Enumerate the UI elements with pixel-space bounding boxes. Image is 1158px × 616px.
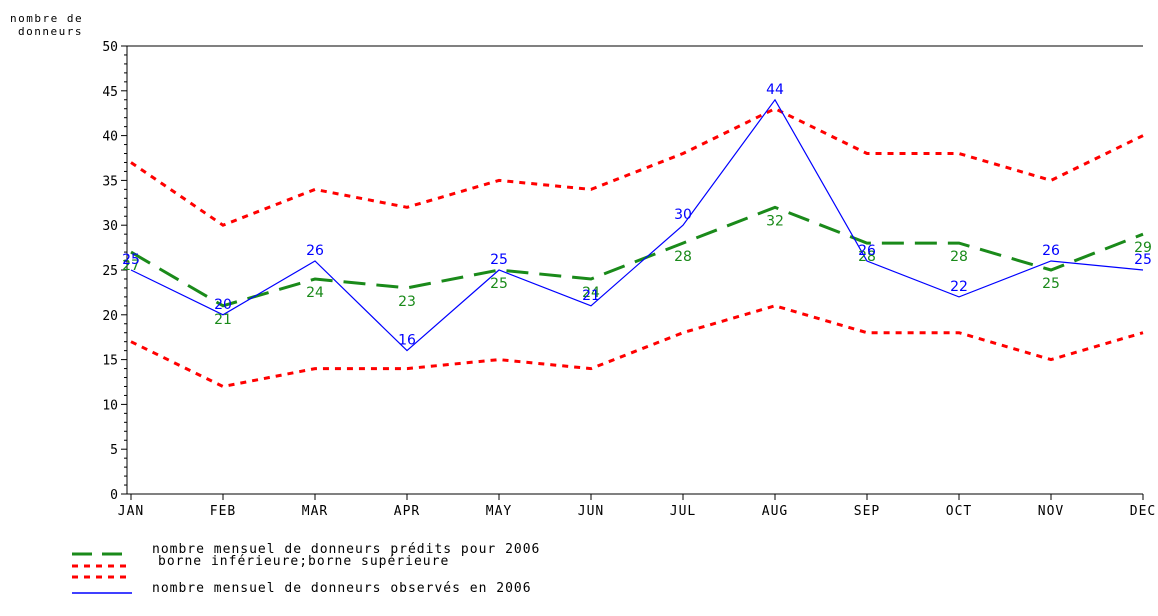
- data-label-series-0: 28: [950, 249, 968, 265]
- y-tick-label: 0: [110, 488, 118, 503]
- data-label-series-0: 25: [490, 276, 508, 292]
- data-label-series-3: 20: [214, 297, 232, 313]
- data-label-series-0: 25: [1042, 276, 1060, 292]
- legend-label-observed: nombre mensuel de donneurs observés en 2…: [152, 581, 532, 596]
- legend-swatch-observed: [72, 592, 132, 594]
- y-tick-label: 5: [110, 443, 118, 458]
- legend-label-predicted: nombre mensuel de donneurs prédits pour …: [152, 542, 541, 557]
- x-tick-label-mar: MAR: [302, 504, 328, 519]
- series-line-2: [130, 107, 1144, 227]
- series-line-1: [130, 304, 1144, 389]
- x-tick-label-nov: NOV: [1038, 504, 1064, 519]
- x-tick-label-oct: OCT: [946, 504, 972, 519]
- data-label-series-3: 22: [950, 279, 968, 295]
- data-label-series-0: 24: [582, 285, 600, 301]
- data-label-series-3: 26: [858, 243, 876, 259]
- data-label-series-3: 25: [1134, 252, 1152, 268]
- x-tick-label-feb: FEB: [210, 504, 236, 519]
- data-label-series-3: 25: [490, 252, 508, 268]
- x-tick-label-dec: DEC: [1130, 504, 1156, 519]
- x-tick-label-jun: JUN: [578, 504, 604, 519]
- series-layer: [130, 98, 1144, 389]
- data-label-series-0: 28: [858, 249, 876, 265]
- data-label-series-0: 21: [214, 312, 232, 328]
- data-label-series-3: 30: [674, 207, 692, 223]
- series-line-3: [130, 98, 1144, 352]
- x-tick-label-sep: SEP: [854, 504, 880, 519]
- legend: nombre mensuel de donneurs prédits pour …: [70, 542, 690, 608]
- y-tick-label: 35: [102, 174, 118, 189]
- data-label-series-3: 26: [1042, 243, 1060, 259]
- x-tick-label-jan: JAN: [118, 504, 144, 519]
- y-tick-label: 10: [102, 398, 118, 413]
- y-tick-label: 30: [102, 219, 118, 234]
- data-label-series-3: 44: [766, 82, 784, 98]
- data-label-series-0: 32: [766, 213, 784, 229]
- y-tick-label: 50: [102, 40, 118, 55]
- data-label-series-0: 23: [398, 294, 416, 310]
- data-label-series-3: 21: [582, 288, 600, 304]
- y-tick-label: 25: [102, 264, 118, 279]
- legend-label-bounds: borne inférieure;borne supérieure: [158, 554, 450, 569]
- y-axis-title-line1: nombre de: [10, 12, 83, 25]
- y-tick-label: 15: [102, 354, 118, 369]
- data-label-series-3: 26: [306, 243, 324, 259]
- data-label-series-0: 24: [306, 285, 324, 301]
- y-tick-label: 40: [102, 130, 118, 145]
- y-axis-title: nombre de donneurs: [10, 12, 83, 38]
- data-label-series-3: 16: [398, 333, 416, 349]
- y-axis-title-line2: donneurs: [18, 25, 83, 38]
- x-tick-label-apr: APR: [394, 504, 420, 519]
- x-tick-label-aug: AUG: [762, 504, 788, 519]
- data-label-series-0: 29: [1134, 240, 1152, 256]
- legend-swatch-predicted: [72, 552, 132, 556]
- y-tick-label: 20: [102, 309, 118, 324]
- data-label-series-0: 28: [674, 249, 692, 265]
- y-tick-label: 45: [102, 85, 118, 100]
- series-line-0: [130, 205, 1144, 308]
- x-tick-label-may: MAY: [486, 504, 512, 519]
- x-tick-label-jul: JUL: [670, 504, 696, 519]
- legend-swatch-bounds: [72, 564, 132, 579]
- axes: 0 5 10 15 20 25 30 35 40 45 50 JAN FEB MAR APR MAY JUN JU…: [102, 40, 1156, 519]
- data-label-series-0: 27: [122, 258, 140, 274]
- data-label-series-3: 25: [122, 252, 140, 268]
